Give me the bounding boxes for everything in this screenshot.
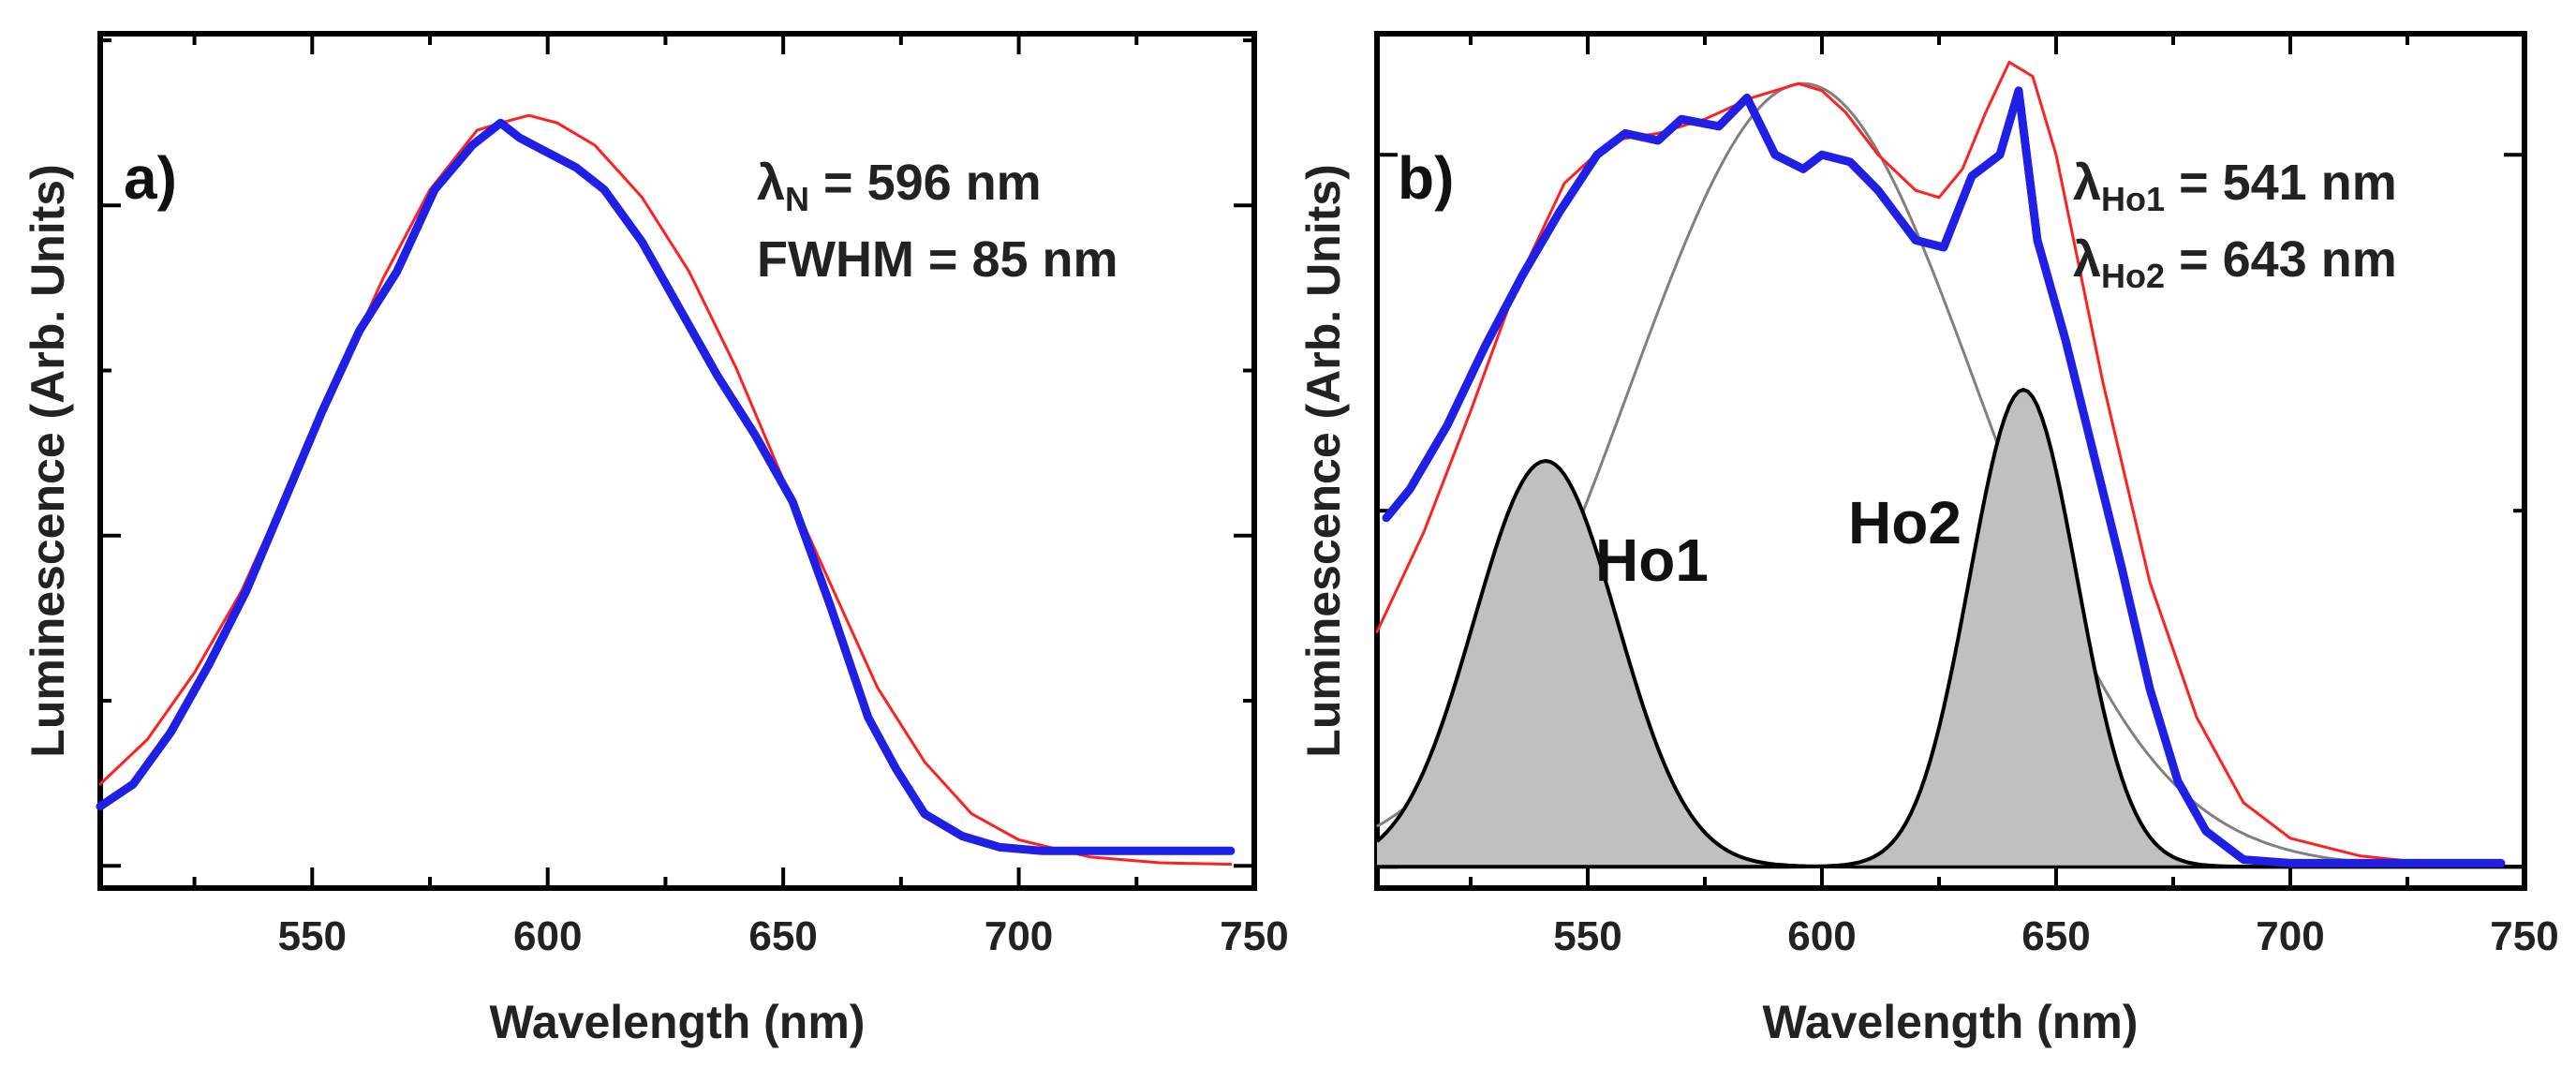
panel-a-plot-frame [97, 31, 1257, 891]
panel-a-label: a) [124, 144, 177, 212]
lambda-symbol: λ [757, 155, 785, 211]
panel-a-x-axis-title: Wavelength (nm) [490, 996, 866, 1048]
panel-b-label: b) [1398, 144, 1454, 212]
panel-b-x-axis-title: Wavelength (nm) [1763, 996, 2139, 1048]
panel-a-x-tick-label-650: 650 [748, 913, 817, 959]
ho2-value: = 643 nm [2165, 231, 2397, 288]
panel-b-x-tick-label-750: 750 [2490, 913, 2558, 959]
panel-b-marks [1375, 34, 2524, 888]
panel-b-y-axis-title: Luminescence (Arb. Units) [1297, 164, 1350, 757]
panel-b-x-tick-label-650: 650 [2021, 913, 2090, 959]
ho1-peak-label: Ho1 [1595, 526, 1709, 594]
ho1-value: = 541 nm [2165, 155, 2397, 211]
panel-a-peak-annotation: λN = 596 nm [757, 155, 1042, 218]
panel-b: b) λHo1 = 541 nm λHo2 = 643 nm Ho1 Ho2 5… [1297, 31, 2559, 1048]
panel-a: a) λN = 596 nm FWHM = 85 nm 550 600 650 700… [22, 31, 1289, 1048]
panel-a-marks [96, 34, 1254, 888]
panel-b-measured-line [1382, 86, 2506, 867]
panel-a-x-tick-label-700: 700 [985, 913, 1053, 959]
lambda-subscript: N [785, 180, 809, 218]
peak-value: = 596 nm [809, 155, 1042, 211]
panel-b-x-tick-label-700: 700 [2256, 913, 2324, 959]
panel-a-gaussian-fit-line [98, 113, 1233, 867]
panel-a-measured-line [96, 118, 1236, 855]
panel-b-ho2-annotation: λHo2 = 643 nm [2073, 231, 2397, 295]
panel-a-y-axis-title: Luminescence (Arb. Units) [22, 164, 74, 757]
panel-b-ho1-annotation: λHo1 = 541 nm [2073, 155, 2397, 218]
panel-b-x-tick-label-600: 600 [1787, 913, 1856, 959]
panel-b-plot-frame [1374, 31, 2527, 891]
lambda-symbol: λ [2073, 155, 2101, 211]
ho2-subscript: Ho2 [2101, 257, 2165, 295]
ho1-subscript: Ho1 [2101, 180, 2165, 218]
lambda-symbol: λ [2073, 231, 2101, 288]
panel-a-fwhm-annotation: FWHM = 85 nm [757, 231, 1118, 288]
panel-a-x-tick-labels: 550 600 650 700 750 [278, 913, 1289, 959]
panel-a-x-tick-label-550: 550 [278, 913, 347, 959]
panel-b-x-tick-label-550: 550 [1553, 913, 1621, 959]
panel-b-ho2-area [1377, 390, 2524, 867]
panel-a-x-tick-label-600: 600 [513, 913, 582, 959]
ho2-peak-label: Ho2 [1848, 489, 1962, 556]
panel-a-x-tick-label-750: 750 [1220, 913, 1288, 959]
panel-b-x-tick-labels: 550 600 650 700 750 [1553, 913, 2558, 959]
